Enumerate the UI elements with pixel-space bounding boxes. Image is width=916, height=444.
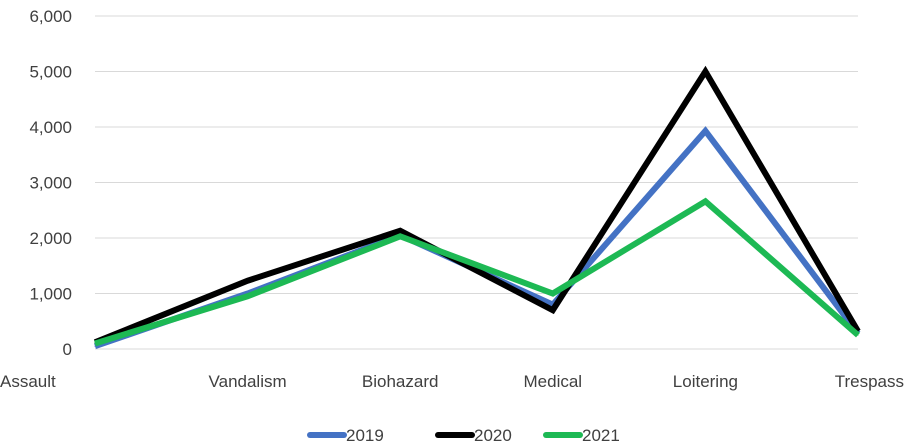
x-tick-label: Loitering (673, 372, 738, 391)
y-tick-label: 5,000 (29, 63, 72, 82)
y-tick-label: 1,000 (29, 285, 72, 304)
data-point-2020 (552, 309, 554, 311)
legend-label: 2021 (582, 426, 620, 444)
data-point-2020 (704, 71, 706, 72)
y-tick-label: 0 (63, 340, 72, 359)
y-tick-label: 2,000 (29, 229, 72, 248)
x-tick-label: Biohazard (362, 372, 439, 391)
series-line-2020 (93, 65, 861, 346)
y-tick-label: 4,000 (29, 118, 72, 137)
x-tick-label: Trespass (835, 372, 904, 391)
data-point-2021 (704, 200, 706, 202)
x-tick-label: Vandalism (209, 372, 287, 391)
y-tick-label: 3,000 (29, 174, 72, 193)
x-tick-label: Medical (524, 372, 583, 391)
data-point-2021 (247, 295, 249, 297)
data-point-2021 (857, 334, 859, 336)
data-point-2019 (704, 130, 706, 132)
y-axis: 0 1,000 2,000 3,000 4,000 5,000 6,000 (29, 7, 72, 359)
data-point-2020 (399, 230, 401, 232)
legend-label: 2020 (474, 426, 512, 444)
data-point-2021 (94, 342, 96, 344)
data-point-2021 (552, 293, 554, 294)
y-tick-label: 6,000 (29, 7, 72, 26)
data-point-2021 (399, 235, 401, 237)
x-tick-label: Assault (0, 372, 56, 391)
data-point-2019 (94, 345, 96, 347)
series-line-2021 (94, 197, 860, 347)
data-point-2020 (247, 280, 249, 282)
x-axis: Assault Vandalism Biohazard Medical Loiterin… (0, 348, 904, 391)
legend-label: 2019 (346, 426, 384, 444)
series-lines (93, 65, 861, 350)
legend: 2019 2020 2021 (307, 426, 620, 444)
